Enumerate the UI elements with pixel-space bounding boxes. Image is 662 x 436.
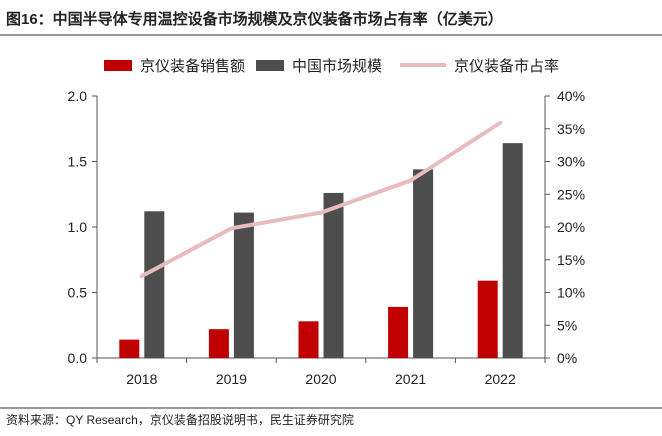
sales-bar [119,339,140,358]
chart-title: 图16：中国半导体专用温控设备市场规模及京仪装备市场占有率（亿美元） [6,10,503,28]
right-tick-label: 15% [557,252,585,268]
right-tick-label: 35% [557,121,585,137]
legend-swatch-market-size [256,60,284,71]
legend-label: 京仪装备市占率 [454,58,559,75]
right-tick-label: 5% [557,317,577,333]
x-tick-label: 2018 [126,371,157,387]
market-size-bar [502,143,523,358]
legend-label: 中国市场规模 [292,58,382,75]
sales-bar [388,306,409,358]
legend-swatch-sales [104,60,132,71]
axes: 0.0 0.5 1.0 1.5 2.0 0% 5% 10% 15% 20% 25% 30% 35% 40%… [68,88,586,387]
sales-bar [298,321,319,358]
line-series [139,120,503,279]
market-size-bar [413,169,434,358]
x-tick-label: 2020 [305,371,336,387]
right-tick-label: 0% [557,350,577,366]
left-tick-label: 1.0 [68,219,88,235]
right-tick-label: 30% [557,154,585,170]
sales-bar [208,329,229,358]
market-share-line [139,120,503,279]
x-tick-label: 2022 [485,371,516,387]
left-tick-label: 0.5 [68,285,88,301]
legend: 京仪装备销售额 中国市场规模 京仪装备市占率 [104,58,559,75]
legend-label: 京仪装备销售额 [140,58,245,75]
left-tick-label: 2.0 [68,88,88,104]
left-tick-label: 1.5 [68,154,88,170]
bars [119,143,523,358]
x-tick-label: 2019 [216,371,247,387]
right-tick-label: 10% [557,285,585,301]
x-tick-label: 2021 [395,371,426,387]
source-note: 资料来源：QY Research，京仪装备招股说明书，民生证券研究院 [6,412,354,427]
right-tick-label: 20% [557,219,585,235]
left-tick-label: 0.0 [68,350,88,366]
market-size-bar [144,211,165,358]
market-size-bar [323,192,344,358]
market-size-bar [233,212,254,358]
right-tick-label: 40% [557,88,585,104]
right-tick-label: 25% [557,186,585,202]
sales-bar [477,280,498,358]
